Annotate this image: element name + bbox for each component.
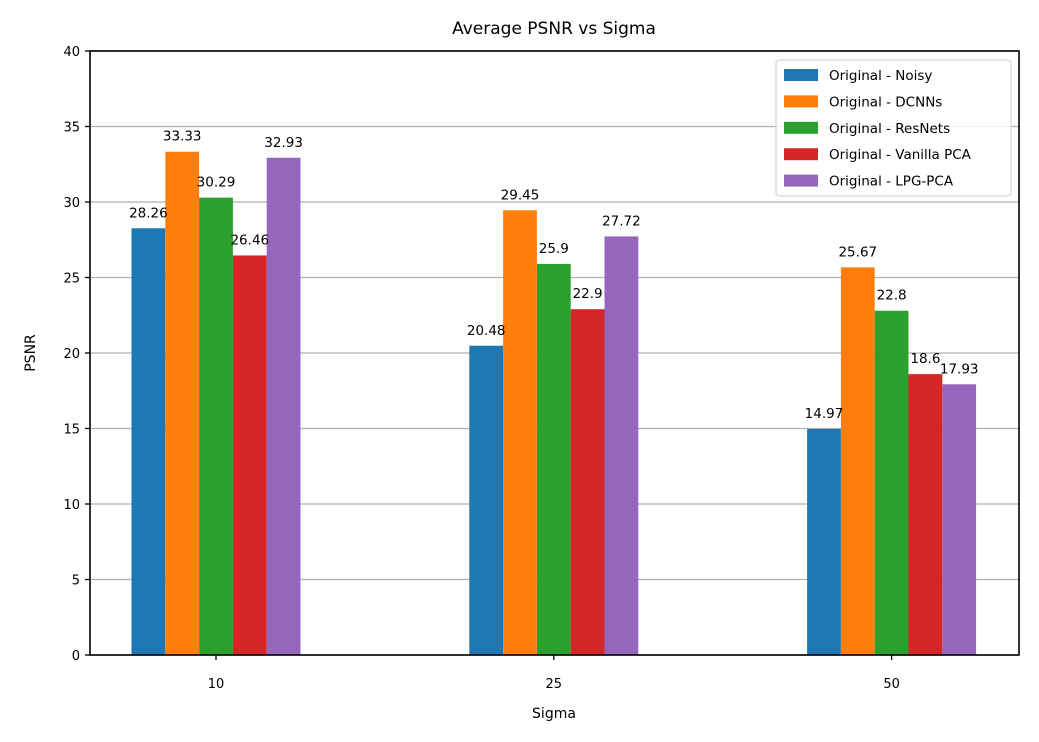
- y-tick-label: 20: [63, 347, 80, 362]
- y-tick-label: 35: [63, 121, 80, 136]
- x-tick-label: 10: [208, 677, 225, 692]
- legend-label: Original - LPG-PCA: [829, 174, 954, 190]
- y-axis-label: PSNR: [23, 334, 39, 372]
- legend-swatch: [784, 95, 818, 108]
- data-label: 20.48: [467, 323, 506, 339]
- data-label: 28.26: [129, 205, 168, 221]
- bar: [503, 210, 537, 655]
- bar: [199, 197, 233, 655]
- data-label: 32.93: [264, 135, 303, 151]
- data-label: 25.67: [838, 244, 877, 260]
- x-tick-label: 50: [883, 677, 900, 692]
- legend-label: Original - ResNets: [829, 121, 950, 137]
- x-tick-label: 25: [546, 677, 563, 692]
- legend-swatch: [784, 69, 818, 81]
- bar: [604, 236, 639, 656]
- legend-swatch: [784, 148, 818, 161]
- y-tick-label: 5: [72, 574, 80, 589]
- bar: [942, 384, 977, 655]
- bar: [536, 263, 571, 655]
- legend-label: Original - Noisy: [829, 68, 932, 84]
- bar: [840, 267, 875, 655]
- legend-swatch: [784, 121, 818, 134]
- data-label: 25.9: [539, 241, 569, 257]
- legend-label: Original - DCNNs: [829, 94, 942, 110]
- data-label: 26.46: [230, 232, 269, 248]
- chart-title: Average PSNR vs Sigma: [452, 19, 656, 39]
- data-label: 30.29: [197, 175, 236, 191]
- data-label: 14.97: [805, 406, 844, 422]
- data-label: 17.93: [940, 361, 979, 377]
- bar: [807, 428, 841, 655]
- legend-box: [775, 59, 1012, 197]
- bar: [469, 345, 504, 655]
- legend-swatch: [784, 174, 818, 187]
- y-tick-label: 30: [63, 196, 80, 211]
- y-tick-label: 0: [72, 649, 80, 664]
- bar: [874, 310, 909, 655]
- y-tick-label: 15: [63, 423, 80, 438]
- y-tick-label: 10: [63, 498, 80, 513]
- axes: 0 5 10 15 20 25 30 35 40 10 25 50: [63, 45, 1020, 692]
- y-tick-label: 25: [63, 272, 80, 287]
- data-label: 22.8: [877, 288, 907, 304]
- legend: Original - Noisy Original - DCNNs Original…: [775, 59, 1012, 197]
- data-label: 22.9: [573, 286, 603, 302]
- bar: [131, 228, 166, 656]
- data-label: 27.72: [602, 213, 641, 229]
- bar: [232, 255, 267, 656]
- data-label: 29.45: [501, 187, 540, 203]
- data-label: 33.33: [163, 129, 202, 145]
- bar: [266, 157, 301, 655]
- y-tick-label: 40: [63, 45, 80, 60]
- x-axis-label: Sigma: [532, 706, 576, 722]
- bars: [131, 151, 977, 656]
- bar: [570, 309, 605, 655]
- data-label: 18.6: [910, 351, 940, 367]
- data-labels: 28.26 20.48 14.97 33.33 29.45 25.67 30.29 25.9 2…: [129, 129, 978, 422]
- legend-label: Original - Vanilla PCA: [829, 147, 972, 163]
- bar: [908, 374, 943, 655]
- bar: [165, 151, 200, 656]
